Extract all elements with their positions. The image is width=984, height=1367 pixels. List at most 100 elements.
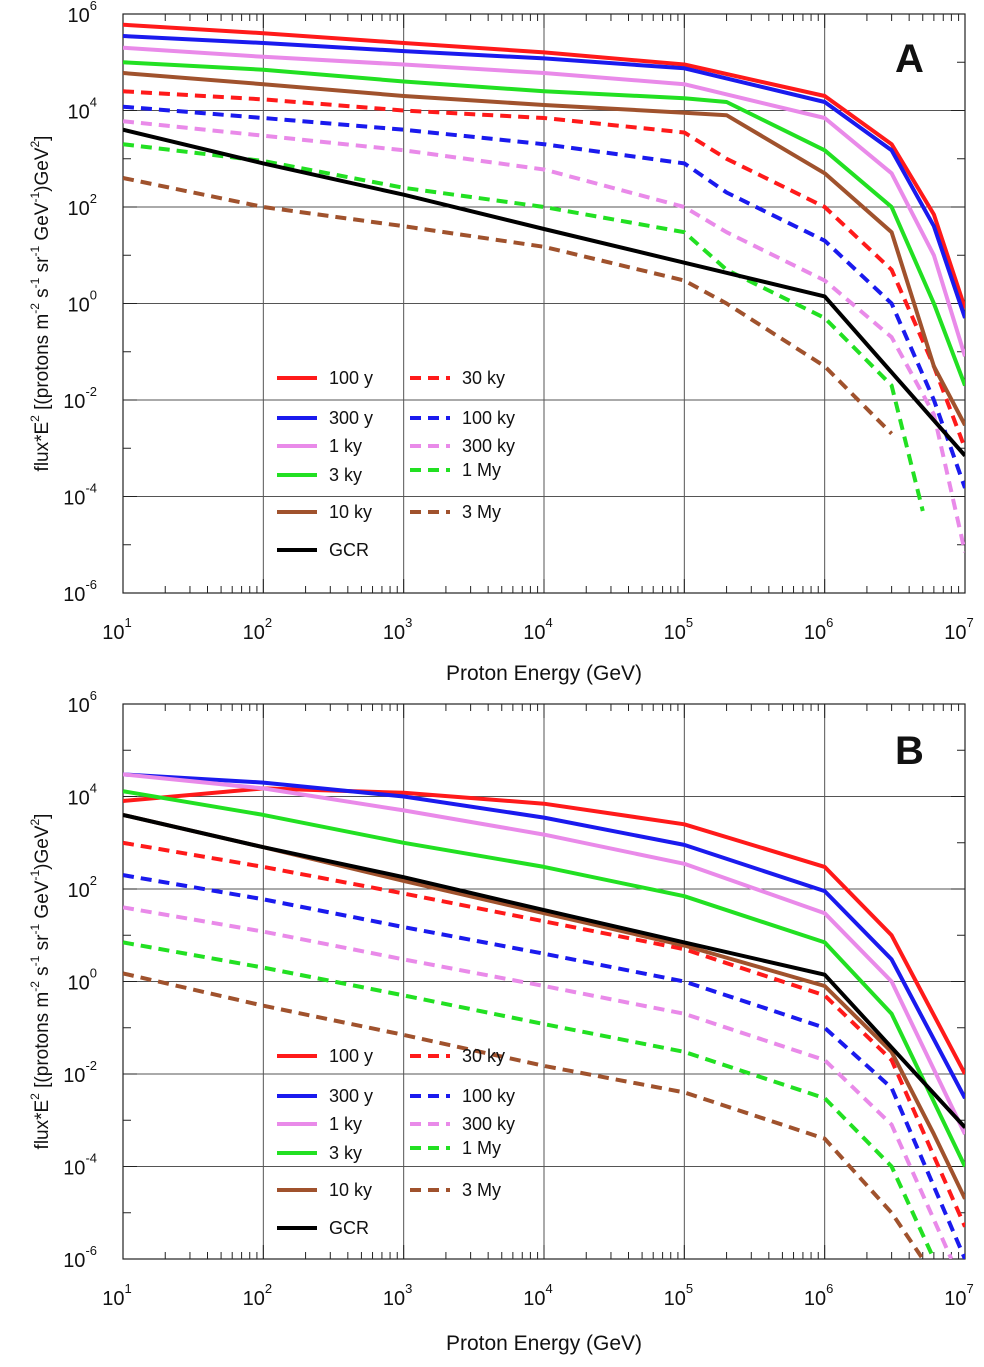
x-tick-label: 104: [523, 615, 552, 644]
y-tick-labels: 10-6 10-4 10-2 100 102 104 106: [63, 688, 97, 1272]
x-tick-label: 101: [102, 615, 131, 644]
y-axis-label-text: s: [32, 288, 53, 303]
y-axis-label: flux*E2 [(protons m-2 s-1 sr-1 GeV-1)GeV…: [28, 814, 53, 1150]
legend-label: GCR: [329, 540, 369, 560]
legend-entry: 100 ky: [410, 1086, 515, 1106]
y-axis-label-text: [(protons m: [32, 314, 53, 415]
panel-label: A: [895, 37, 924, 81]
legend-entry: 10 ky: [277, 1180, 372, 1200]
x-tick-labels: 101 102 103 104 105 106 107: [102, 615, 973, 644]
x-tick-exponent: 7: [967, 615, 974, 630]
y-tick-label: 100: [68, 966, 97, 995]
x-tick-label: 102: [243, 615, 272, 644]
y-axis-label-exponent: -2: [28, 981, 42, 992]
y-tick-label: 10-2: [63, 1058, 97, 1087]
series-line-30-ky: [123, 840, 965, 1228]
y-axis-label-exponent: -1: [28, 192, 42, 203]
legend-entry: 10 ky: [277, 502, 372, 522]
x-tick-exponent: 2: [265, 1281, 272, 1296]
legend-entry: GCR: [277, 1218, 369, 1238]
y-tick-exponent: -4: [85, 481, 97, 496]
y-tick-label: 10-6: [63, 577, 97, 606]
y-axis-label-text: sr: [32, 256, 53, 278]
legend-label: 300 y: [329, 408, 373, 428]
x-tick-label: 103: [383, 615, 412, 644]
series-line-3-ky: [123, 789, 965, 1168]
legend-label: 100 ky: [462, 408, 515, 428]
y-tick-exponent: -6: [85, 577, 97, 592]
legend-entry: 300 y: [277, 1086, 373, 1106]
y-axis-label-exponent: 2: [28, 819, 42, 826]
legend-label: 3 ky: [329, 465, 362, 485]
legend-label: 100 y: [329, 368, 373, 388]
series-line-1-ky: [123, 45, 965, 357]
legend-label: 1 My: [462, 460, 501, 480]
legend-label: 3 My: [462, 1180, 501, 1200]
legend-entry: 100 y: [277, 368, 373, 388]
y-axis-label-exponent: 2: [28, 141, 42, 148]
x-tick-label: 103: [383, 1281, 412, 1310]
y-tick-label: 106: [68, 0, 97, 27]
x-tick-exponent: 6: [826, 615, 833, 630]
chart-panel-b: 101 102 103 104 105 106 10710-610-410-21001021…: [28, 688, 974, 1355]
series-lines: [123, 772, 965, 1259]
series-line-10-ky: [123, 71, 965, 427]
legend-label: GCR: [329, 1218, 369, 1238]
series-line-100-ky: [123, 104, 965, 489]
x-tick-label: 102: [243, 1281, 272, 1310]
legend-entry: 30 ky: [410, 368, 505, 388]
x-tick-exponent: 2: [265, 615, 272, 630]
series-line-gcr: [123, 812, 965, 1129]
x-tick-exponent: 1: [125, 1281, 132, 1296]
y-axis-label-exponent: -1: [28, 924, 42, 935]
series-line-100-y: [123, 786, 965, 1075]
legend-entry: GCR: [277, 540, 369, 560]
y-tick-label: 102: [68, 191, 97, 220]
gridlines: [123, 14, 965, 593]
x-axis-label: Proton Energy (GeV): [446, 662, 642, 685]
y-tick-exponent: 0: [90, 966, 97, 981]
y-tick-label: 102: [68, 873, 97, 902]
y-tick-exponent: -6: [85, 1243, 97, 1258]
series-line-3-my: [123, 971, 925, 1259]
x-tick-labels: 101 102 103 104 105 106 107: [102, 1281, 973, 1310]
y-axis-label-text: [(protons m: [32, 992, 53, 1093]
series-lines: [123, 22, 965, 553]
y-tick-exponent: 4: [90, 95, 97, 110]
series-line-300-ky: [123, 905, 954, 1259]
x-tick-label: 101: [102, 1281, 131, 1310]
legend-label: 100 y: [329, 1046, 373, 1066]
y-tick-label: 10-6: [63, 1243, 97, 1272]
legend-label: 10 ky: [329, 502, 372, 522]
legend-label: 300 y: [329, 1086, 373, 1106]
series-line-1-my: [123, 940, 936, 1259]
x-tick-exponent: 6: [826, 1281, 833, 1296]
x-tick-exponent: 3: [405, 615, 412, 630]
y-tick-labels: 10-6 10-4 10-2 100 102 104 106: [63, 0, 97, 606]
y-tick-label: 100: [68, 288, 97, 317]
y-axis-label-exponent: -1: [28, 870, 42, 881]
y-axis-label-text: s: [32, 966, 53, 981]
legend-label: 1 ky: [329, 1114, 362, 1134]
y-tick-exponent: 6: [90, 688, 97, 703]
series-line-gcr: [123, 127, 965, 458]
x-tick-exponent: 4: [546, 1281, 553, 1296]
x-tick-exponent: 5: [686, 615, 693, 630]
y-tick-label: 10-2: [63, 384, 97, 413]
y-tick-exponent: -2: [85, 1058, 97, 1073]
legend-entry: 3 My: [410, 1180, 501, 1200]
x-tick-exponent: 4: [546, 615, 553, 630]
y-tick-label: 104: [68, 781, 97, 810]
legend-label: 30 ky: [462, 368, 505, 388]
series-line-3-my: [123, 176, 894, 436]
x-tick-label: 105: [664, 615, 693, 644]
y-axis-label-exponent: 2: [28, 415, 42, 422]
series-line-300-y: [123, 772, 965, 1100]
x-tick-exponent: 5: [686, 1281, 693, 1296]
y-tick-label: 10-4: [63, 1151, 97, 1180]
y-axis-label-text: ]: [32, 136, 53, 141]
series-line-100-ky: [123, 873, 965, 1259]
x-tick-label: 106: [804, 615, 833, 644]
